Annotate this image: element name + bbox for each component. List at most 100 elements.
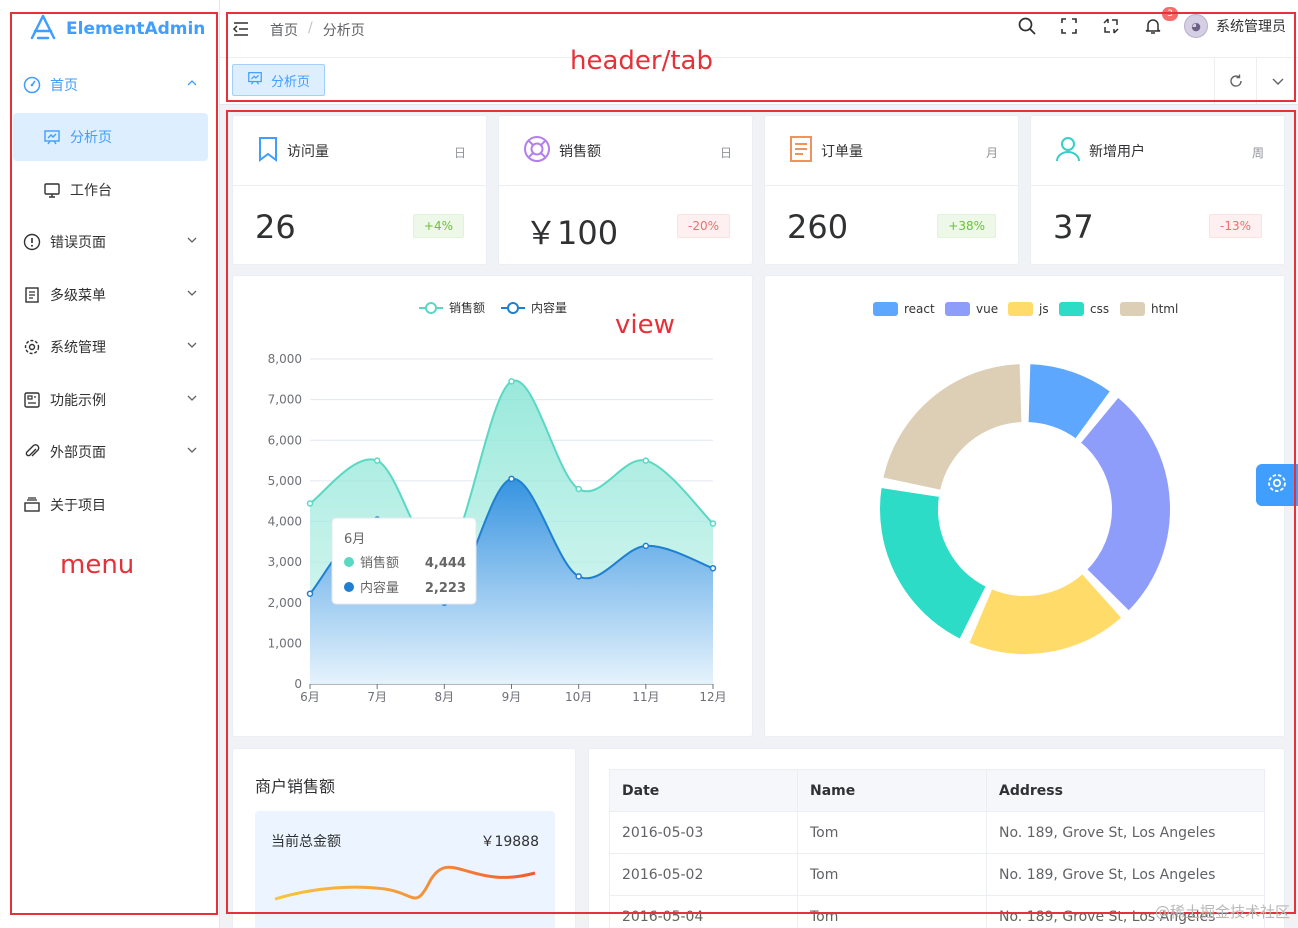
user-menu[interactable]: ◕ 系统管理员 [1184, 14, 1286, 38]
y-tick-label: 0 [294, 677, 302, 691]
y-tick-label: 5,000 [268, 474, 302, 488]
data-point [508, 475, 515, 483]
line-area-chart[interactable]: 0 1,000 2,000 3,000 4,000 5,000 6,000 7,000 8,00… [233, 276, 754, 738]
breadcrumb-separator: / [308, 20, 313, 36]
line-chart-card: 0 1,000 2,000 3,000 4,000 5,000 6,000 7,000 8,00… [232, 275, 753, 737]
sidebar-item-label: 关于项目 [50, 498, 106, 514]
table-row[interactable]: 2016-05-03 Tom No. 189, Grove St, Los An… [609, 811, 1265, 854]
sidebar-item-examples[interactable]: 功能示例 [13, 376, 208, 424]
donut-chart[interactable]: react vue js css html [765, 276, 1286, 738]
component-icon [23, 391, 41, 409]
tooltip-marker [344, 557, 354, 567]
logo-icon [28, 14, 58, 44]
data-point [642, 457, 650, 464]
y-tick-label: 3,000 [268, 555, 302, 569]
data-point [306, 590, 314, 597]
stat-label: 新增用户 [1089, 143, 1145, 160]
y-tick-label: 2,000 [268, 596, 302, 610]
sidebar-item-workbench[interactable]: 工作台 [13, 166, 208, 214]
table-row[interactable]: 2016-05-02 Tom No. 189, Grove St, Los An… [609, 853, 1265, 896]
chart-board-icon [247, 70, 263, 90]
data-point [642, 542, 650, 550]
tab-analysis[interactable]: 分析页 [232, 64, 325, 96]
table-header-row: Date Name Address [609, 769, 1265, 812]
series-area [310, 478, 713, 684]
gear-icon [1266, 472, 1288, 498]
y-tick-label: 6,000 [268, 433, 302, 447]
logo[interactable]: ElementAdmin [0, 0, 219, 58]
dashboard-icon [23, 76, 41, 94]
tooltip-series-name: 内容量 [360, 580, 399, 596]
chevron-down-icon[interactable] [1256, 58, 1298, 104]
stat-period: 日 [719, 146, 732, 160]
menu-annotation-label: menu [60, 550, 135, 580]
y-tick-label: 1,000 [268, 636, 302, 650]
legend-swatch [1120, 302, 1145, 316]
pie-slice [878, 485, 988, 641]
stat-card-orders: 订单量 月 260 +38% [764, 115, 1019, 265]
y-tick-label: 8,000 [268, 352, 302, 366]
tray-icon [23, 496, 41, 514]
notification-bell-icon[interactable]: 3 [1142, 7, 1178, 37]
settings-button[interactable] [1256, 464, 1298, 506]
stat-value: 37 [1053, 208, 1094, 246]
chevron-down-icon [186, 444, 198, 460]
document-icon [23, 286, 41, 304]
chevron-down-icon [186, 234, 198, 250]
column-header-name[interactable]: Name [797, 769, 987, 812]
collapse-menu-icon[interactable] [232, 20, 250, 42]
avatar: ◕ [1184, 14, 1208, 38]
tags-view: 分析页 [220, 58, 1298, 104]
x-tick-label: 10月 [565, 690, 592, 704]
x-tick-label: 9月 [502, 690, 522, 704]
navbar: 首页 / 分析页 3 ◕ 系统管理员 [220, 0, 1298, 58]
column-header-date[interactable]: Date [609, 769, 798, 812]
legend-label: react [904, 302, 935, 316]
user-name: 系统管理员 [1216, 19, 1286, 35]
sidebar-item-home[interactable]: 首页 [13, 61, 208, 109]
stat-change-badge: -20% [676, 214, 730, 238]
sidebar-item-label: 功能示例 [50, 393, 106, 409]
paperclip-icon [23, 443, 41, 461]
sidebar-item-system[interactable]: 系统管理 [13, 323, 208, 371]
sidebar-item-error-pages[interactable]: 错误页面 [13, 218, 208, 266]
tooltip-box [331, 517, 477, 605]
sidebar-item-label: 外部页面 [50, 445, 106, 461]
search-icon[interactable] [1016, 15, 1038, 37]
breadcrumb-home[interactable]: 首页 [270, 23, 298, 39]
stat-label: 订单量 [821, 143, 863, 160]
warning-circle-icon [23, 233, 41, 251]
legend-swatch [873, 302, 898, 316]
sidebar-item-multi-menu[interactable]: 多级菜单 [13, 271, 208, 319]
chevron-down-icon [186, 339, 198, 355]
sidebar-item-analysis[interactable]: 分析页 [13, 113, 208, 161]
language-switch-icon[interactable] [1100, 15, 1122, 37]
data-point [508, 378, 515, 385]
sidebar-item-about[interactable]: 关于项目 [13, 481, 208, 529]
legend-marker [425, 302, 437, 314]
chevron-down-icon [186, 392, 198, 408]
x-tick-label: 8月 [435, 690, 455, 704]
data-table-card: Date Name Address 2016-05-03 Tom No. 189… [588, 748, 1285, 928]
refresh-icon[interactable] [1214, 58, 1256, 104]
cell-date: 2016-05-04 [609, 895, 798, 928]
stat-value: 26 [255, 208, 296, 246]
fullscreen-icon[interactable] [1058, 15, 1080, 37]
x-tick-label: 7月 [367, 690, 387, 704]
series-line [309, 379, 714, 561]
notification-badge: 3 [1162, 7, 1178, 21]
column-header-address[interactable]: Address [986, 769, 1265, 812]
stat-value: ￥100 [525, 214, 619, 252]
tooltip-marker [344, 582, 354, 592]
legend-label: html [1151, 302, 1178, 316]
tooltip-value: 2,223 [425, 581, 466, 596]
stat-period: 月 [985, 146, 998, 160]
cell-name: Tom [797, 853, 987, 896]
pie-slice [967, 572, 1124, 656]
gear-icon [23, 338, 41, 356]
sidebar-item-external[interactable]: 外部页面 [13, 428, 208, 476]
bookmark-icon [257, 136, 279, 166]
legend-label: css [1090, 302, 1109, 316]
data-point [709, 564, 717, 572]
x-tick-label: 12月 [699, 690, 726, 704]
